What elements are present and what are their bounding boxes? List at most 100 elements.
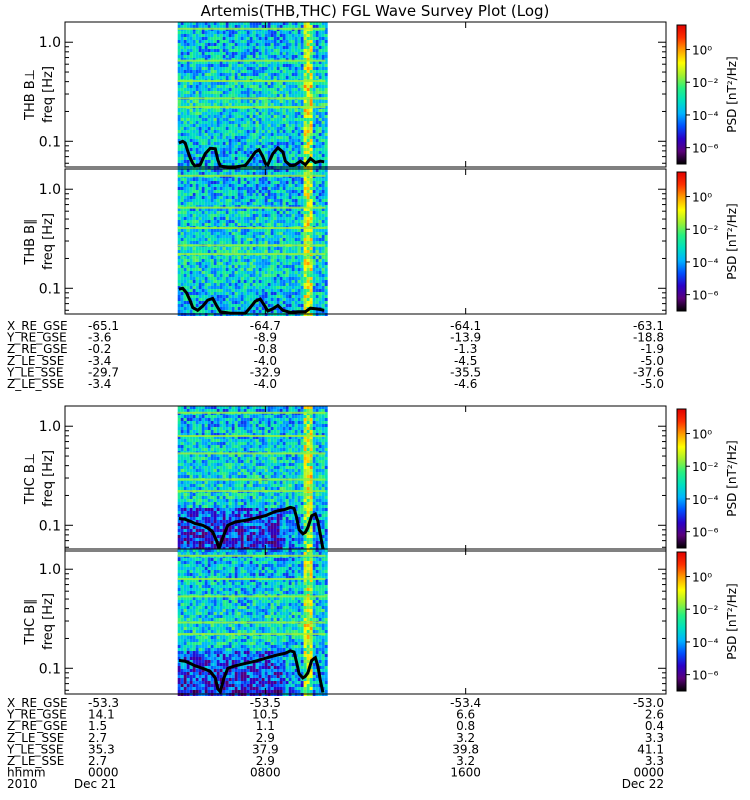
colorbar-label: PSD [nT²/Hz] (725, 583, 739, 659)
spectrogram (177, 22, 328, 169)
ephemeris-value: -64.1 (450, 319, 481, 333)
ephemeris-value: -29.7 (88, 365, 119, 379)
ephemeris-row-label: Z_RE_GSE (7, 342, 68, 356)
ephemeris-value: -35.5 (450, 365, 481, 379)
y-tick-label: 0.1 (39, 661, 61, 677)
ephemeris-tables: X_RE_GSE -65.1 -64.7 -64.1 -63.1 Y_RE_GSE -3.6… (6, 319, 664, 791)
panel-frame (64, 168, 667, 315)
ephemeris-thc: X_RE_GSE -53.3 -53.5 -53.4 -53.0 Y_RE_GSE 14.1… (6, 696, 664, 780)
y-tick-label: 0.1 (39, 281, 61, 297)
ephemeris-value: 0000 (88, 766, 119, 780)
ephemeris-value: 1600 (450, 766, 481, 780)
ephemeris-value: 2.9 (256, 731, 275, 745)
ephemeris-value: 6.6 (456, 708, 475, 722)
ephemeris-value: 3.3 (645, 731, 664, 745)
y-axis-freq-label: freq [Hz] (41, 593, 56, 650)
ephemeris-value: 37.9 (252, 742, 279, 756)
ephemeris-value: -0.2 (88, 342, 111, 356)
colorbar-tick-label: 10⁻⁶ (692, 289, 719, 303)
ephemeris-value: 0.8 (456, 719, 475, 733)
date-row: 2010 Dec 21 Dec 22 (7, 777, 664, 791)
ephemeris-value: -5.0 (641, 377, 664, 391)
ephemeris-row-label: Z_LE_SSE (7, 731, 64, 745)
ephemeris-thb: X_RE_GSE -65.1 -64.7 -64.1 -63.1 Y_RE_GSE -3.6… (6, 319, 664, 391)
ephemeris-value: -37.6 (633, 365, 664, 379)
colorbar-tick-label: 10⁻⁴ (692, 636, 719, 650)
y-tick-label: 0.1 (39, 134, 61, 150)
ephemeris-value: 0000 (633, 766, 664, 780)
ephemeris-value: -1.9 (641, 342, 664, 356)
ephemeris-value: -4.0 (254, 377, 277, 391)
ephemeris-value: 35.3 (88, 742, 115, 756)
chart-title: Artemis(THB,THC) FGL Wave Survey Plot (L… (201, 2, 550, 20)
ephemeris-value: 1.5 (88, 719, 107, 733)
ephemeris-value: 39.8 (452, 742, 479, 756)
ephemeris-value: -53.3 (88, 696, 119, 710)
threshold-line (178, 139, 325, 169)
ephemeris-value: 2.9 (256, 754, 275, 768)
ephemeris-value: -63.1 (633, 319, 664, 333)
colorbar-tick-label: 10⁰ (692, 44, 712, 58)
colorbar-tick-label: 10⁻⁴ (692, 109, 719, 123)
y-tick-label: 1.0 (39, 419, 61, 435)
colorbar-label: PSD [nT²/Hz] (725, 203, 739, 279)
ephemeris-value: 2.7 (88, 754, 107, 768)
ephemeris-value: 2.7 (88, 731, 107, 745)
ephemeris-value: 3.2 (456, 754, 475, 768)
ephemeris-row-label: hhmm (7, 766, 46, 780)
start-date-label: Dec 21 (74, 777, 116, 791)
y-axis-probe-label: THC B∥ (23, 598, 38, 645)
ephemeris-value: -3.6 (88, 331, 111, 345)
y-axis-freq-label: freq [Hz] (41, 450, 56, 507)
ephemeris-row-label: Z_LE_SSE (7, 754, 64, 768)
ephemeris-value: 1.1 (256, 719, 275, 733)
ephemeris-row-label: Y_RE_GSE (6, 708, 67, 722)
y-tick-label: 1.0 (39, 182, 61, 198)
colorbar-label: PSD [nT²/Hz] (725, 56, 739, 132)
ephemeris-value: -64.7 (250, 319, 281, 333)
ephemeris-row-label: Z_RE_GSE (7, 719, 68, 733)
ephemeris-value: 10.5 (252, 708, 279, 722)
y-axis-freq-label: freq [Hz] (41, 66, 56, 123)
spectrogram (177, 406, 328, 553)
year-label: 2010 (7, 777, 38, 791)
threshold-line (178, 649, 325, 695)
ephemeris-row-label: Z_LE_SSE (7, 377, 64, 391)
colorbar-tick-label: 10⁻⁶ (692, 142, 719, 156)
ephemeris-value: -4.6 (454, 377, 477, 391)
ephemeris-row-label: X_RE_GSE (7, 696, 68, 710)
ephemeris-row-label: Z_LE_SSE (7, 354, 64, 368)
y-axis-probe-label: THC B⊥ (23, 453, 38, 505)
ephemeris-value: 41.1 (637, 742, 664, 756)
colorbar-tick-label: 10⁻² (692, 76, 719, 90)
colorbar-tick-label: 10⁻² (692, 603, 719, 617)
ephemeris-value: -5.0 (641, 354, 664, 368)
ephemeris-row-label: X_RE_GSE (7, 319, 68, 333)
ephemeris-value: -53.0 (633, 696, 664, 710)
ephemeris-value: -0.8 (254, 342, 277, 356)
ephemeris-value: -13.9 (450, 331, 481, 345)
threshold-line (178, 286, 325, 315)
colorbar-tick-label: 10⁻⁶ (692, 526, 719, 540)
colorbar-tick-label: 10⁻⁴ (692, 256, 719, 270)
ephemeris-value: -3.4 (88, 377, 111, 391)
threshold-line (178, 505, 326, 554)
ephemeris-value: 0800 (250, 766, 281, 780)
colorbar: 10⁰ 10⁻² 10⁻⁴ 10⁻⁶ PSD [nT²/Hz] (676, 551, 739, 692)
colorbar: 10⁰ 10⁻² 10⁻⁴ 10⁻⁶ PSD [nT²/Hz] (676, 24, 739, 165)
ephemeris-value: -1.3 (454, 342, 477, 356)
colorbar: 10⁰ 10⁻² 10⁻⁴ 10⁻⁶ PSD [nT²/Hz] (676, 171, 739, 312)
ephemeris-value: -65.1 (88, 319, 119, 333)
ephemeris-value: -18.8 (633, 331, 664, 345)
spectrogram (177, 549, 328, 696)
ephemeris-value: -8.9 (254, 331, 277, 345)
ephemeris-value: -53.4 (450, 696, 481, 710)
colorbar-label: PSD [nT²/Hz] (725, 440, 739, 516)
colorbar-tick-label: 10⁰ (692, 571, 712, 585)
y-tick-label: 1.0 (39, 35, 61, 51)
